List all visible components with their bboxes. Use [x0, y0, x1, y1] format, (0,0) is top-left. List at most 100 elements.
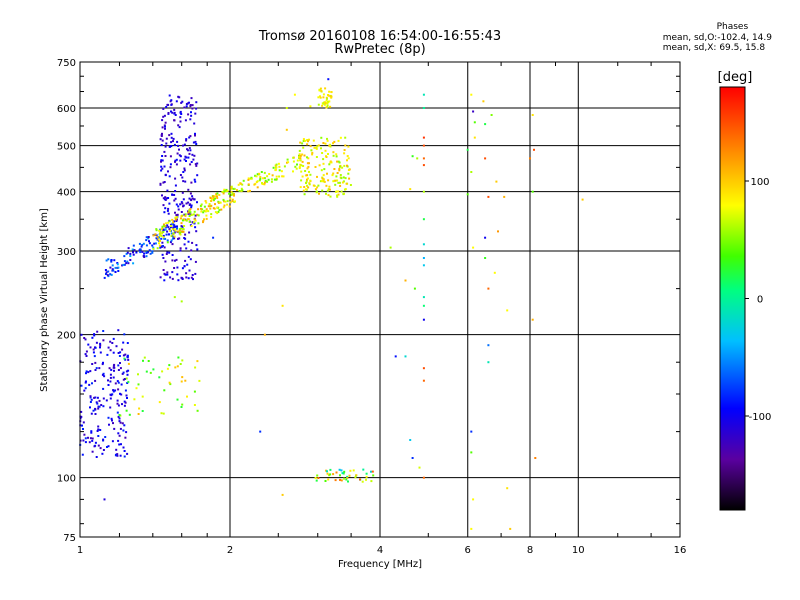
data-point — [422, 144, 425, 147]
data-point — [162, 204, 165, 207]
data-point — [185, 138, 188, 141]
data-point — [186, 263, 189, 266]
data-point — [142, 254, 145, 257]
data-point — [332, 142, 334, 145]
data-point — [317, 144, 320, 147]
data-point — [347, 172, 350, 175]
data-point — [335, 471, 338, 474]
data-point — [169, 383, 172, 386]
data-point — [87, 343, 90, 346]
data-point — [365, 472, 368, 475]
data-point — [190, 97, 193, 100]
data-point — [338, 468, 341, 471]
data-point — [145, 239, 148, 242]
data-point — [125, 431, 128, 434]
data-point — [277, 162, 280, 165]
data-point — [311, 151, 314, 154]
data-point — [166, 224, 169, 227]
data-point — [95, 456, 98, 458]
data-point — [174, 211, 176, 214]
data-point — [282, 175, 285, 178]
data-point — [214, 195, 217, 198]
data-point — [179, 203, 182, 206]
data-point — [176, 152, 179, 155]
data-point — [326, 137, 328, 140]
data-point — [173, 143, 176, 146]
data-point — [285, 107, 288, 109]
data-point — [117, 381, 120, 384]
data-point — [194, 214, 197, 217]
data-point — [180, 225, 183, 228]
data-point — [327, 153, 329, 155]
data-point — [194, 180, 197, 183]
data-point — [341, 472, 344, 475]
data-point — [214, 197, 216, 200]
data-point — [139, 251, 142, 254]
data-point — [162, 236, 165, 239]
data-point — [191, 274, 194, 276]
data-point — [217, 211, 220, 213]
data-point — [241, 183, 244, 186]
data-point — [263, 181, 266, 184]
data-point — [97, 407, 100, 410]
data-point — [114, 382, 117, 385]
data-point — [170, 132, 173, 135]
phase-stats-title: Phases — [716, 22, 749, 32]
data-point — [278, 169, 281, 172]
data-point — [325, 192, 327, 195]
data-point — [163, 279, 166, 282]
data-point — [263, 333, 266, 336]
data-point — [116, 262, 119, 264]
data-point — [170, 99, 173, 102]
data-point — [83, 337, 86, 339]
data-point — [320, 147, 322, 150]
data-point — [172, 232, 175, 235]
data-point — [121, 264, 124, 267]
data-point — [187, 156, 190, 159]
data-point — [304, 170, 307, 172]
data-point — [422, 257, 425, 259]
data-point — [183, 158, 186, 161]
data-point — [103, 375, 106, 378]
data-point — [344, 188, 347, 191]
data-point — [230, 185, 233, 188]
data-point — [240, 187, 243, 190]
data-point — [337, 160, 340, 163]
data-point — [241, 189, 244, 192]
data-point — [113, 259, 116, 262]
data-point — [340, 479, 343, 482]
data-point — [173, 237, 176, 240]
data-point — [422, 379, 425, 382]
data-point — [146, 251, 149, 254]
data-point — [253, 183, 256, 186]
data-point — [179, 249, 182, 252]
data-point — [168, 134, 171, 137]
data-point — [171, 277, 174, 280]
data-point — [247, 190, 250, 193]
data-point — [84, 441, 87, 444]
data-point — [190, 204, 193, 207]
data-point — [256, 186, 259, 189]
data-point — [416, 157, 419, 160]
data-point — [93, 355, 96, 358]
data-point — [336, 194, 338, 197]
data-point — [188, 101, 190, 104]
data-point — [329, 145, 332, 148]
data-point — [102, 387, 105, 390]
data-point — [300, 170, 303, 173]
data-point — [422, 107, 425, 109]
data-point — [234, 200, 236, 203]
data-point — [95, 367, 98, 370]
data-point — [422, 296, 425, 299]
data-point — [167, 207, 170, 210]
data-point — [204, 200, 207, 202]
data-point — [167, 233, 170, 236]
data-point — [91, 336, 94, 339]
data-point — [326, 104, 329, 107]
data-point — [190, 213, 193, 216]
data-point — [109, 393, 112, 396]
data-point — [188, 152, 191, 155]
data-point — [181, 100, 184, 103]
data-point — [197, 208, 200, 211]
data-point — [190, 181, 193, 184]
